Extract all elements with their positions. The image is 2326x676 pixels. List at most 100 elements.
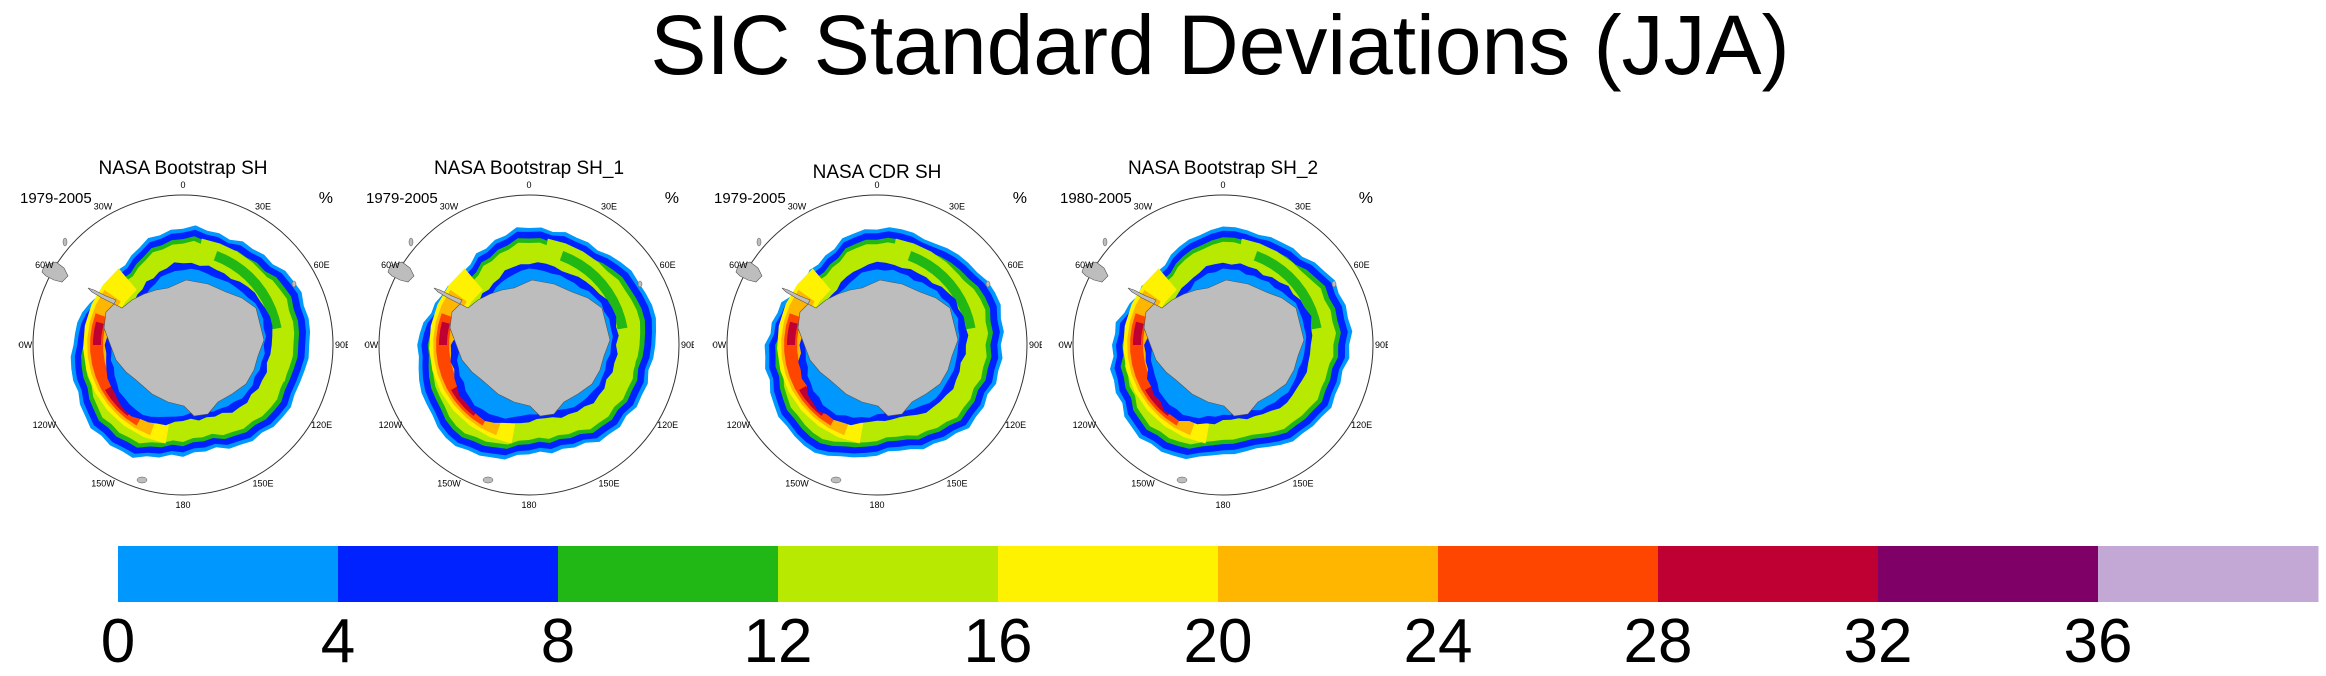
sic-contour-8-12 [559,251,628,330]
colorbar-swatch [118,546,339,602]
island [136,476,148,484]
island [1176,476,1188,484]
longitude-label: 30W [788,201,807,211]
longitude-label: 30W [440,201,459,211]
longitude-label: 150W [91,479,115,489]
longitude-label: 60E [1354,260,1370,270]
polar-map: 0 30E 60E 90E 120E 150E 180 150W 120W 90W 60W 30W [1058,180,1388,510]
longitude-label: 180 [869,500,884,510]
panel-title: NASA Bootstrap SH_1 [433,158,625,179]
sic-contour-28-32 [93,321,104,345]
sic-contour-28-32 [1133,321,1144,345]
colorbar-swatch [1878,546,2099,602]
longitude-label: 120W [727,420,751,430]
colorbar-tick-label: 36 [2064,607,2133,676]
island [291,280,297,288]
longitude-label: 90W [364,340,379,350]
island [985,280,991,288]
colorbar-tick-label: 32 [1844,607,1913,676]
longitude-label: 30E [255,201,271,211]
antarctica-landmass [103,279,265,417]
colorbar-swatch [778,546,999,602]
panel-unit: % [1012,190,1027,207]
island [756,237,762,247]
colorbar-swatch [558,546,779,602]
colorbar: 0 4 8 12 16 20 24 28 32 36 [101,546,2319,676]
longitude-label: 60W [35,260,54,270]
panel-period: 1980-2005 [1060,190,1132,207]
sic-contour-28-32 [439,321,450,345]
longitude-label: 60W [1075,260,1094,270]
longitude-label: 120W [1073,420,1097,430]
colorbar-tick-label: 4 [321,607,355,676]
longitude-label: 120E [657,420,678,430]
figure-title: SIC Standard Deviations (JJA) [650,0,1790,92]
longitude-label: 180 [175,500,190,510]
longitude-label: 150E [598,479,619,489]
panel-title: NASA Bootstrap SH [98,158,268,179]
sic-contour-8-12 [1253,251,1322,330]
colorbar-tick-label: 20 [1184,607,1253,676]
island [637,280,643,288]
south-america-tip [387,261,415,283]
south-america-tip [41,261,69,283]
colorbar-swatch [1438,546,1659,602]
panel-unit: % [1358,190,1373,207]
sic-contour-8-12 [907,251,976,330]
panel-unit: % [664,190,679,207]
island [1102,237,1108,247]
map-panel-1: NASA Bootstrap SH 1979-2005 % 0 30E 60E 90E… [18,150,348,510]
antarctic-peninsula [87,287,117,305]
colorbar-tick-label: 8 [541,607,575,676]
longitude-label: 120E [1351,420,1372,430]
antarctic-peninsula [781,287,811,305]
antarctic-peninsula [433,287,463,305]
panel-period: 1979-2005 [714,190,786,207]
island [830,476,842,484]
sic-contour-8-12 [213,251,282,330]
longitude-label: 90W [712,340,727,350]
longitude-label: 150E [1292,479,1313,489]
longitude-label: 120E [311,420,332,430]
longitude-label: 150W [785,479,809,489]
panel-period: 1979-2005 [20,190,92,207]
longitude-label: 60E [314,260,330,270]
map-panel-4: NASA Bootstrap SH_2 1980-2005 % 0 30E 60E 9… [1058,150,1388,510]
map-panel-3: NASA CDR SH 1979-2005 % 0 30E 60E 90E 120E 15… [712,150,1042,510]
map-panel-2: NASA Bootstrap SH_1 1979-2005 % 0 30E 60E 9… [364,150,694,510]
antarctica-landmass [797,279,959,417]
longitude-label: 30W [1134,201,1153,211]
longitude-label: 30E [1295,201,1311,211]
longitude-label: 60E [1008,260,1024,270]
longitude-label: 90W [1058,340,1073,350]
longitude-label: 60W [729,260,748,270]
longitude-label: 150W [437,479,461,489]
longitude-label: 30W [94,201,113,211]
panel-unit: % [318,190,333,207]
antarctic-peninsula [1127,287,1157,305]
longitude-label: 0 [874,180,879,190]
island [1331,280,1337,288]
longitude-label: 180 [521,500,536,510]
island [408,237,414,247]
longitude-label: 150E [946,479,967,489]
south-america-tip [735,261,763,283]
longitude-label: 150E [252,479,273,489]
colorbar-swatch [338,546,559,602]
colorbar-tick-label: 12 [744,607,813,676]
longitude-label: 90E [681,340,694,350]
longitude-label: 30E [949,201,965,211]
island [482,476,494,484]
island [62,237,68,247]
longitude-label: 0 [180,180,185,190]
panel-title: NASA Bootstrap SH_2 [1127,158,1319,179]
longitude-label: 90E [1375,340,1388,350]
antarctica-landmass [1143,279,1305,417]
longitude-label: 0 [526,180,531,190]
colorbar-tick-label: 16 [964,607,1033,676]
colorbar-tick-label: 28 [1624,607,1693,676]
south-america-tip [1081,261,1109,283]
longitude-label: 30E [601,201,617,211]
longitude-label: 90W [18,340,33,350]
longitude-label: 60E [660,260,676,270]
